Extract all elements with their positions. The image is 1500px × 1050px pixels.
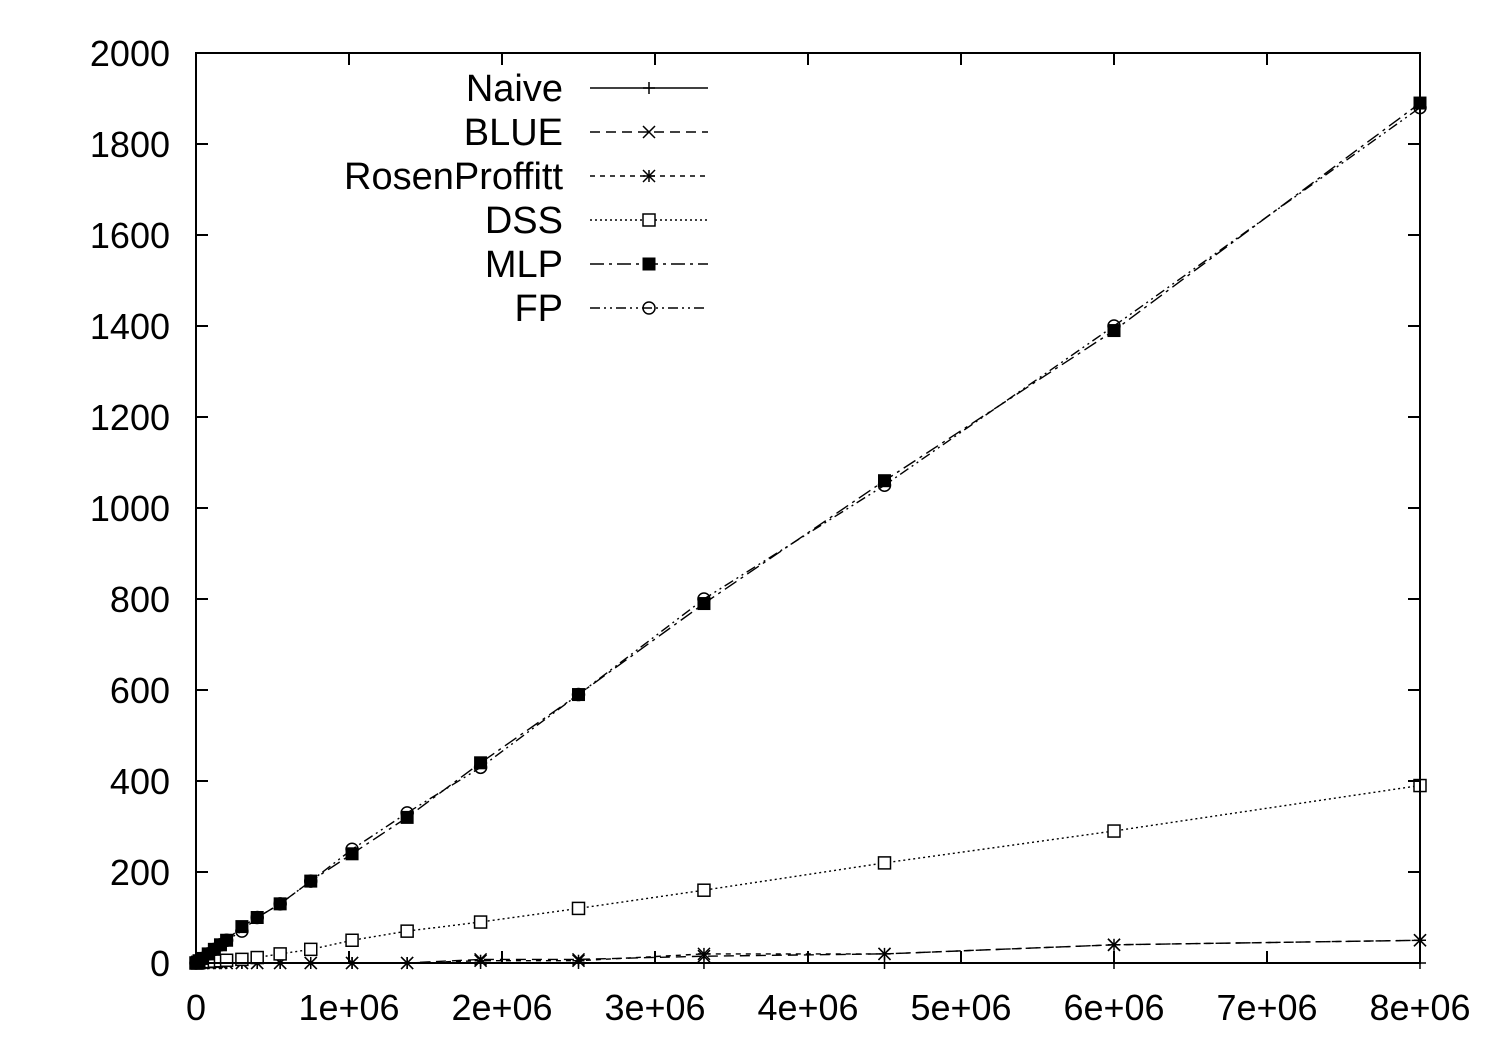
legend-marker-rosenproffitt (642, 169, 656, 183)
x-tick-label: 5e+06 (910, 987, 1011, 1028)
x-tick-label: 2e+06 (451, 987, 552, 1028)
data-point-dss (304, 942, 318, 957)
legend-label-dss: DSS (485, 200, 563, 242)
data-point-dss (1107, 824, 1121, 838)
data-point-fp (473, 760, 488, 775)
legend-label-blue: BLUE (464, 112, 563, 154)
y-tick-label: 0 (150, 943, 170, 984)
y-tick-label: 800 (110, 579, 170, 620)
data-point-fp (219, 933, 234, 947)
legend-item-blue: BLUE (464, 112, 708, 154)
y-tick-label: 1400 (90, 306, 170, 347)
y-tick-label: 1600 (90, 215, 170, 256)
legend-marker-fp (642, 301, 656, 315)
data-point-dss (400, 924, 414, 938)
data-point-mlp (400, 810, 414, 824)
data-point-fp (1107, 319, 1121, 333)
legend-marker-naive (643, 82, 655, 94)
data-point-rosenproffitt (571, 954, 586, 968)
data-point-fp (877, 478, 892, 492)
data-point-rosenproffitt (697, 947, 711, 961)
data-point-rosenproffitt (474, 954, 488, 968)
data-point-fp (273, 897, 287, 911)
x-tick-label: 0 (186, 987, 206, 1028)
series-line-fp (195, 107, 1421, 964)
x-tick-label: 6e+06 (1063, 987, 1164, 1028)
data-point-dss (219, 953, 234, 968)
data-point-dss (273, 947, 287, 961)
data-point-dss (473, 915, 488, 929)
data-point-fp (304, 874, 318, 888)
data-point-fp (345, 842, 359, 856)
series-line-dss (196, 784, 1421, 964)
data-point-fp (192, 953, 206, 968)
x-tick-label: 7e+06 (1216, 987, 1317, 1028)
series-layer (189, 96, 1427, 970)
legend-label-fp: FP (514, 288, 563, 330)
y-tick-label: 200 (110, 852, 170, 893)
x-tick-label: 1e+06 (298, 987, 399, 1028)
data-point-rosenproffitt (877, 947, 892, 961)
data-point-fp (697, 592, 711, 606)
data-point-dss (877, 856, 892, 870)
y-tick-label: 600 (110, 670, 170, 711)
data-point-fp (250, 910, 264, 925)
data-point-dss (345, 933, 359, 947)
data-point-dss (250, 950, 264, 965)
legend-item-dss: DSS (485, 200, 708, 242)
y-tick-label: 1200 (90, 397, 170, 438)
data-point-fp (235, 924, 249, 938)
data-point-dss (697, 883, 711, 897)
legend-label-rosenproffitt: RosenProffitt (344, 156, 563, 198)
legend-label-naive: Naive (466, 68, 563, 110)
legend-item-mlp: MLP (485, 244, 708, 286)
legend-label-mlp: MLP (485, 244, 563, 286)
data-point-rosenproffitt (1107, 938, 1121, 952)
series-dss (189, 778, 1427, 970)
y-tick-label: 2000 (90, 33, 170, 74)
data-point-mlp (235, 920, 249, 934)
legend-marker-blue (642, 125, 656, 139)
data-point-dss (571, 901, 586, 916)
legend-item-fp: FP (514, 288, 708, 330)
legend-marker-dss (642, 213, 656, 227)
x-tick-label: 3e+06 (604, 987, 705, 1028)
data-point-mlp (1107, 324, 1121, 338)
y-tick-label: 1800 (90, 124, 170, 165)
axis-ticks: 0 1e+06 2e+06 3e+06 4e+06 5e+06 6e+06 7e+06 8e+0… (90, 33, 1471, 1028)
y-tick-label: 1000 (90, 488, 170, 529)
legend-marker-mlp (642, 257, 656, 271)
x-tick-label: 8e+06 (1369, 987, 1470, 1028)
data-point-fp (400, 806, 414, 820)
legend-item-rosenproffitt: RosenProffitt (344, 156, 708, 198)
series-fp (189, 100, 1427, 970)
legend-item-naive: Naive (466, 68, 708, 110)
y-tick-label: 400 (110, 761, 170, 802)
data-point-fp (571, 687, 586, 702)
x-tick-label: 4e+06 (757, 987, 858, 1028)
